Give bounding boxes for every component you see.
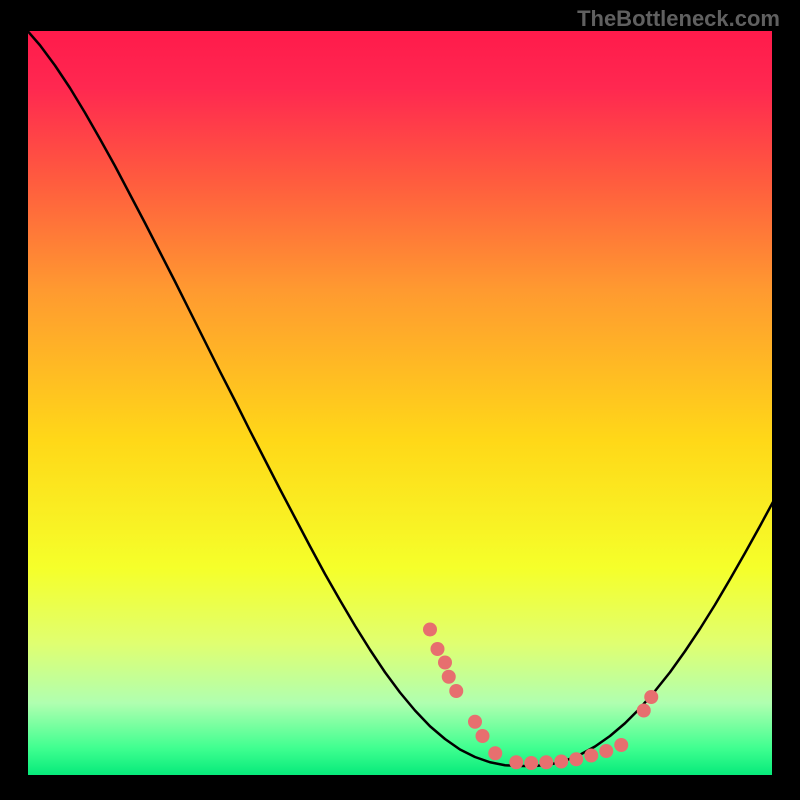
plot-frame xyxy=(25,28,775,778)
watermark-text: TheBottleneck.com xyxy=(577,6,780,32)
chart-container: TheBottleneck.com xyxy=(0,0,800,800)
